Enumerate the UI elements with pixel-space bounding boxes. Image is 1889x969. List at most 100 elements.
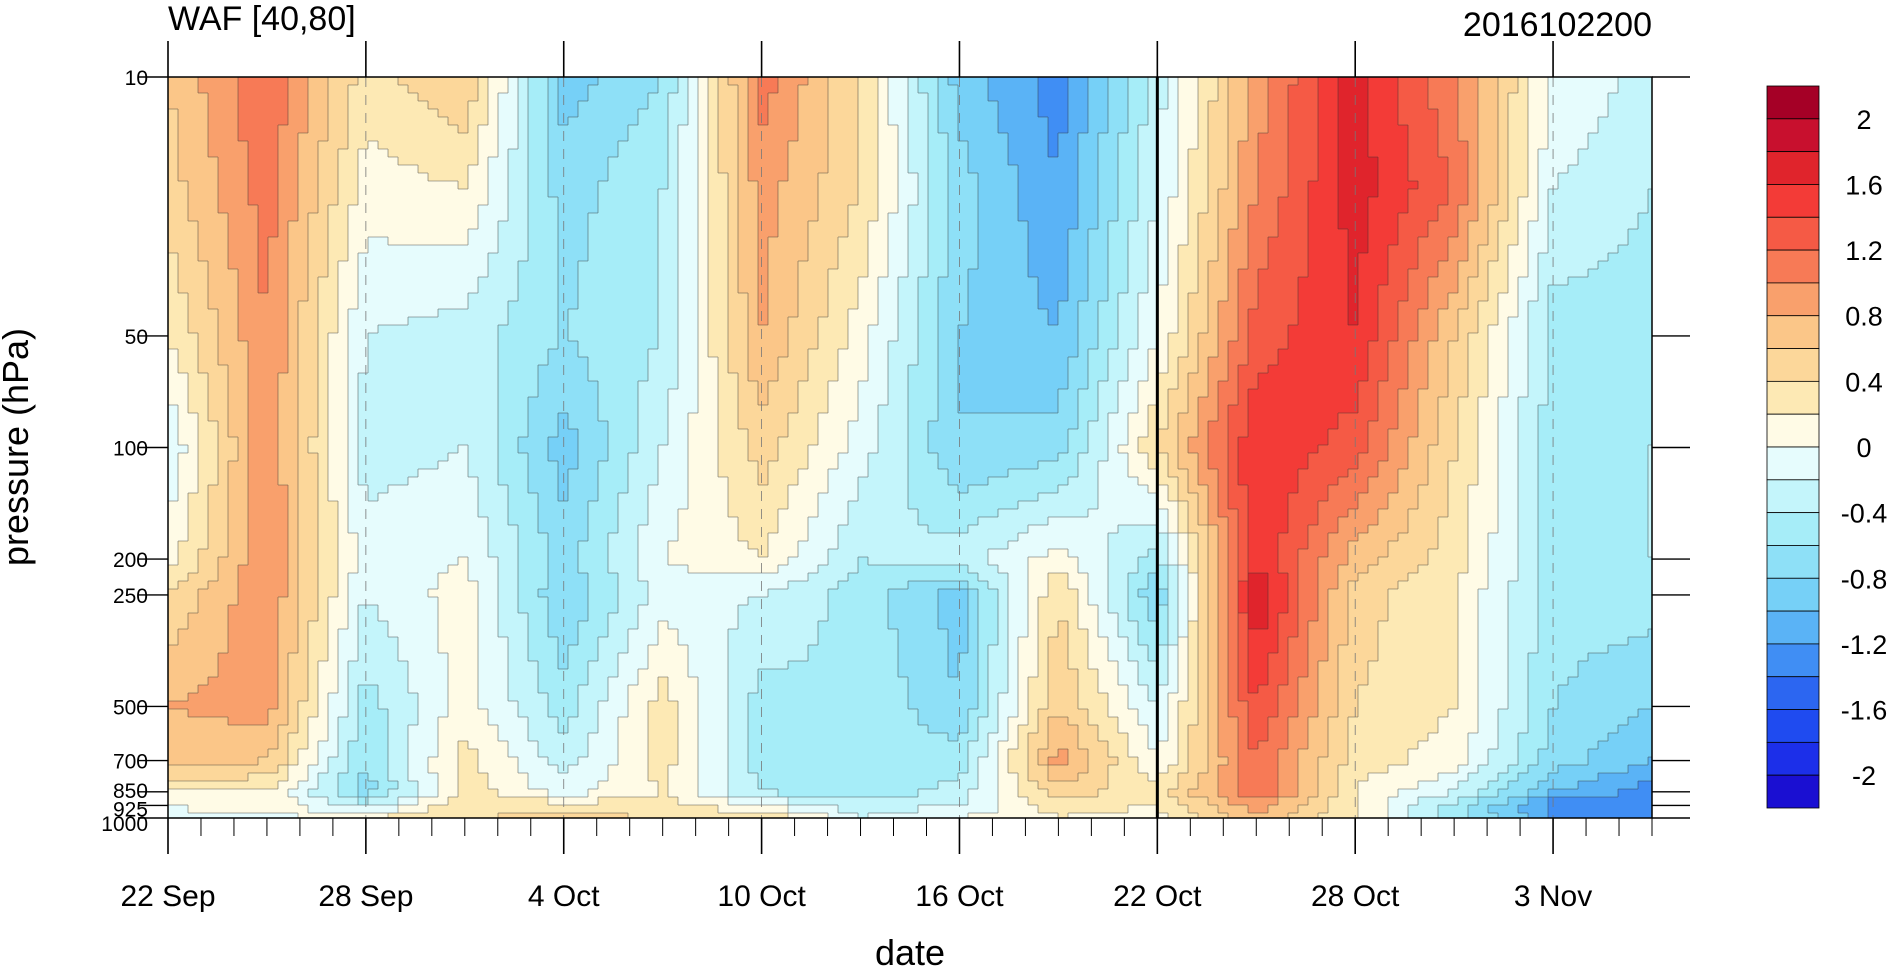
field-cell [448,109,459,118]
field-cell [188,173,199,182]
field-cell [488,93,499,102]
field-cell [518,165,529,174]
field-cell [1148,213,1159,222]
field-cell [188,269,199,278]
field-cell [958,253,969,262]
field-cell [1258,269,1269,278]
field-cell [358,221,369,230]
field-cell [858,333,869,342]
field-cell [698,229,709,238]
field-cell [1518,77,1529,86]
field-cell [1638,229,1649,238]
field-cell [1468,333,1479,342]
field-cell [878,125,889,134]
field-cell [1248,301,1259,310]
field-cell [968,237,979,246]
field-cell [1448,165,1459,174]
field-cell [648,293,659,302]
field-cell [1648,165,1652,174]
field-cell [978,109,989,118]
field-cell [538,269,549,278]
field-cell [658,189,669,198]
field-cell [1408,237,1419,246]
field-cell [1458,277,1469,286]
field-cell [978,101,989,110]
field-cell [1518,325,1529,334]
field-cell [1078,253,1089,262]
field-cell [618,181,629,190]
field-cell [1108,85,1119,94]
field-cell [288,213,299,222]
field-cell [308,141,319,150]
field-cell [438,77,449,86]
field-cell [1438,277,1449,286]
field-cell [1038,141,1049,150]
field-cell [758,205,769,214]
field-cell [1348,149,1359,158]
field-cell [1298,213,1309,222]
field-cell [1358,285,1369,294]
field-cell [1428,325,1439,334]
field-cell [588,165,599,174]
field-cell [718,173,729,182]
field-cell [948,277,959,286]
field-cell [1648,237,1652,246]
field-cell [808,325,819,334]
field-cell [1568,165,1579,174]
field-cell [888,93,899,102]
field-cell [1208,77,1219,86]
field-cell [988,101,999,110]
field-cell [918,141,929,150]
field-cell [578,309,589,318]
field-cell [1018,77,1029,86]
field-cell [1528,101,1539,110]
field-cell [1478,221,1489,230]
field-cell [488,213,499,222]
field-cell [808,309,819,318]
field-cell [1078,309,1089,318]
field-cell [1288,117,1299,126]
field-cell [898,173,909,182]
field-cell [1528,109,1539,118]
field-cell [628,149,639,158]
field-cell [868,133,879,142]
field-cell [788,149,799,158]
field-cell [528,221,539,230]
field-cell [708,277,719,286]
field-cell [338,189,349,198]
field-cell [1228,157,1239,166]
field-cell [1458,117,1469,126]
field-cell [1598,141,1609,150]
field-cell [638,325,649,334]
field-cell [218,197,229,206]
field-cell [1128,117,1139,126]
field-cell [1258,229,1269,238]
field-cell [648,125,659,134]
field-cell [228,317,239,326]
field-cell [908,221,919,230]
field-cell [1628,189,1639,198]
field-cell [898,293,909,302]
field-cell [628,173,639,182]
field-cell [918,157,929,166]
field-cell [1038,229,1049,238]
field-cell [718,189,729,198]
field-cell [1138,189,1149,198]
field-cell [1408,181,1419,190]
field-cell [1258,117,1269,126]
field-cell [888,181,899,190]
field-cell [228,109,239,118]
field-cell [1418,213,1429,222]
field-cell [968,133,979,142]
field-cell [828,221,839,230]
field-cell [278,173,289,182]
field-cell [438,189,449,198]
field-cell [1388,109,1399,118]
field-cell [1308,325,1319,334]
field-cell [878,141,889,150]
field-cell [278,341,289,350]
field-cell [1258,77,1269,86]
field-cell [1198,205,1209,214]
field-cell [1518,85,1529,94]
field-cell [708,93,719,102]
